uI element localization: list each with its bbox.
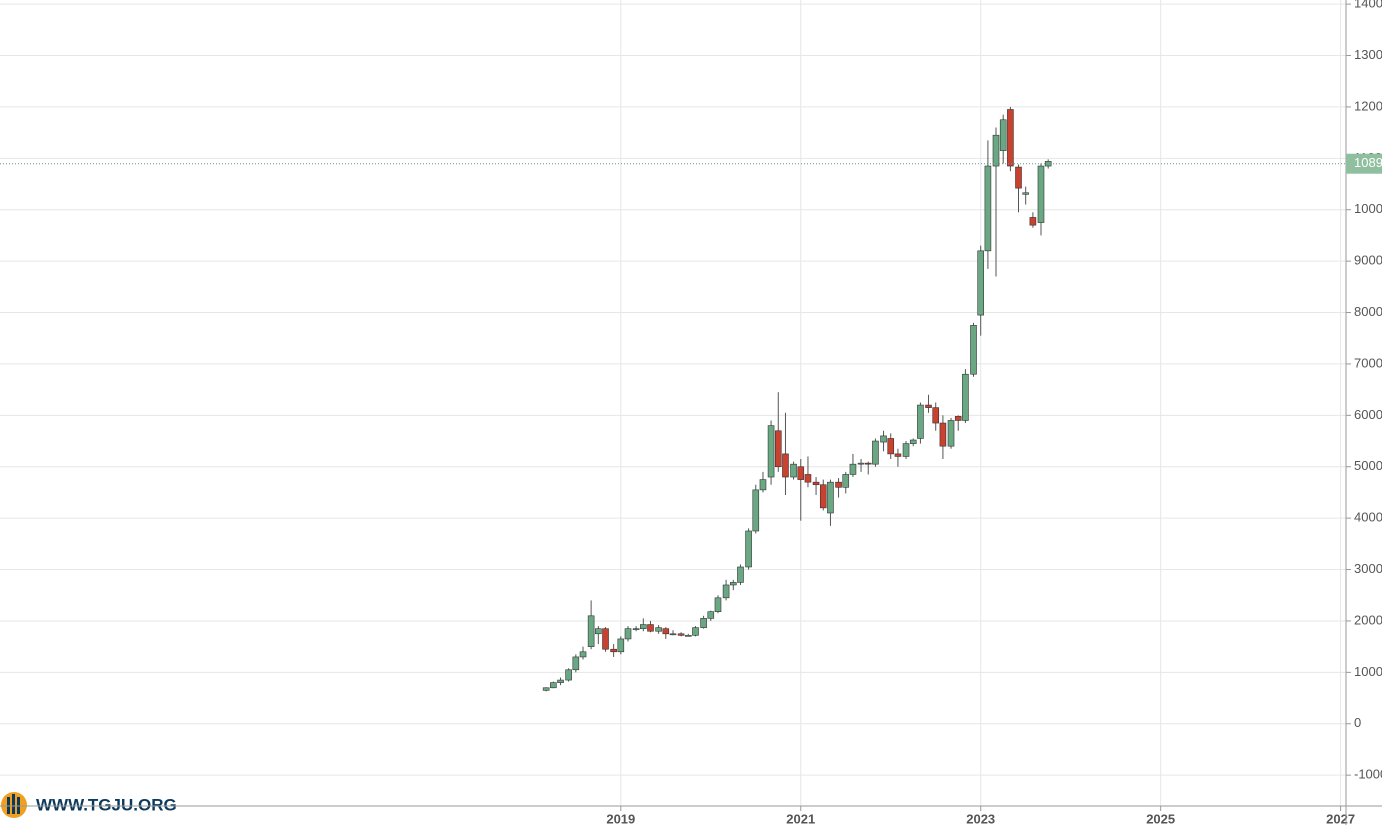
candle-body [624, 628, 632, 640]
y-tick-label: 90000 [1354, 253, 1382, 268]
candle-body [880, 435, 887, 443]
candle-body [595, 628, 602, 635]
candle-body [550, 682, 557, 689]
y-tick-label: 100000 [1354, 201, 1382, 216]
candle-body [579, 651, 587, 658]
candle-body [602, 628, 609, 650]
candle-body [774, 430, 782, 468]
candle-body [947, 420, 955, 447]
candle-body [1022, 192, 1029, 195]
candle-body [1015, 166, 1022, 189]
candle-body [819, 484, 827, 509]
candle-body [992, 134, 1000, 167]
x-tick-label: 2019 [606, 811, 635, 825]
candle-body [542, 687, 550, 691]
logo [1, 792, 27, 818]
candle-body [767, 425, 775, 478]
candle-body [925, 404, 932, 408]
candle-body [939, 422, 947, 447]
candle-body [902, 443, 910, 457]
candle-body [752, 489, 760, 532]
candle-body [557, 679, 564, 683]
candle-body [842, 474, 850, 488]
candle-body [684, 635, 692, 637]
candle-body [587, 615, 595, 647]
candle-body [662, 628, 670, 635]
candle-body [565, 669, 572, 681]
candle-body [714, 597, 722, 612]
candle-body [759, 479, 767, 491]
x-tick-label: 2021 [786, 811, 815, 825]
candle-body [887, 438, 895, 455]
y-tick-label: 10000 [1354, 664, 1382, 679]
candle-body [917, 404, 924, 439]
y-tick-label: 130000 [1354, 47, 1382, 62]
candle-body [572, 656, 580, 671]
candle-body [610, 648, 617, 653]
candle-body [999, 119, 1007, 151]
candle-body [1007, 109, 1014, 167]
candle-body [707, 611, 715, 619]
candle-body [849, 463, 857, 475]
logo-icon-bar [12, 794, 15, 814]
candle-body [647, 624, 654, 632]
last-price-label: 108950 [1354, 155, 1382, 170]
candle-body [835, 481, 842, 488]
candle-body [722, 584, 730, 599]
watermark: WWW.TGJU.ORG [36, 795, 177, 814]
x-tick-label: 2027 [1326, 811, 1355, 825]
candle-body [954, 416, 962, 421]
candle-body [729, 582, 737, 586]
y-tick-label: 140000 [1354, 0, 1382, 11]
candle-body [617, 638, 625, 653]
y-tick-label: 120000 [1354, 98, 1382, 113]
candle-body [782, 453, 789, 478]
last-price-box [1346, 153, 1382, 174]
candle-body [692, 627, 699, 636]
candle-body [970, 325, 977, 375]
candle-body [962, 373, 969, 421]
candle-body [812, 481, 820, 486]
candle-body [632, 628, 640, 630]
y-tick-label: 30000 [1354, 561, 1382, 576]
candle-body [669, 633, 677, 636]
candle-body [1037, 165, 1045, 223]
candle-body [745, 530, 752, 568]
candle-body [677, 633, 685, 636]
candle-body [1029, 217, 1037, 226]
y-tick-label: 20000 [1354, 612, 1382, 627]
candle-body [700, 618, 707, 628]
y-tick-label: 0 [1354, 715, 1361, 730]
y-tick-label: 80000 [1354, 304, 1382, 319]
candle-body [655, 627, 662, 632]
candle-body [864, 462, 872, 465]
x-tick-label: 2023 [966, 811, 995, 825]
candle-body [827, 481, 834, 514]
candle-body [977, 250, 985, 316]
candle-body [857, 462, 865, 465]
candle-body [790, 463, 797, 478]
candle-body [737, 566, 744, 583]
y-tick-label: 40000 [1354, 510, 1382, 525]
y-tick-label: -10000 [1354, 767, 1382, 782]
candle-body [804, 474, 812, 483]
candle-body [932, 407, 940, 424]
candle-body [909, 439, 917, 444]
candle-body [640, 624, 647, 629]
candle-body [1044, 161, 1052, 167]
y-tick-label: 60000 [1354, 407, 1382, 422]
y-tick-label: 70000 [1354, 355, 1382, 370]
x-tick-label: 2025 [1146, 811, 1175, 825]
candle-body [797, 466, 805, 480]
candle-body [872, 440, 879, 465]
candle-body [984, 165, 992, 252]
y-tick-label: 50000 [1354, 458, 1382, 473]
candle-body [894, 453, 902, 457]
